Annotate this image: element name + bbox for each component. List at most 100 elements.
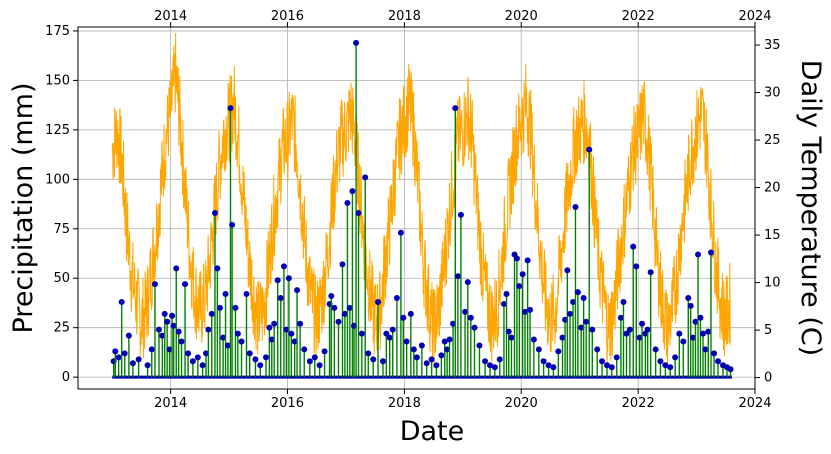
y2-axis-title: Daily Temperature (C) — [795, 60, 826, 356]
precipitation-marker — [164, 318, 171, 325]
y-tick-label: 50 — [53, 271, 70, 286]
precipitation-marker — [151, 281, 158, 288]
x-top-tick-label: 2014 — [154, 9, 187, 24]
precipitation-marker — [386, 334, 393, 341]
precipitation-marker — [203, 350, 210, 357]
precipitation-marker — [530, 336, 537, 343]
x-top-tick-label: 2016 — [271, 9, 304, 24]
precipitation-marker — [297, 320, 304, 327]
precipitation-marker — [355, 209, 362, 216]
precipitation-marker — [393, 295, 400, 302]
precipitation-marker — [702, 346, 709, 353]
precipitation-marker — [358, 330, 365, 337]
y-tick-label: 125 — [45, 123, 70, 138]
precipitation-marker — [232, 304, 239, 311]
precipitation-marker — [349, 188, 356, 195]
precipitation-marker — [687, 302, 694, 309]
precipitation-marker — [496, 356, 503, 363]
precipitation-marker — [599, 358, 606, 365]
precipitation-marker — [246, 350, 253, 357]
precipitation-marker — [524, 257, 531, 264]
precipitation-marker — [620, 298, 627, 305]
precipitation-marker — [375, 298, 382, 305]
precipitation-marker — [727, 366, 734, 373]
precipitation-marker — [500, 300, 507, 307]
x-tick-label: 2016 — [271, 396, 304, 411]
x-top-tick-label: 2022 — [622, 9, 655, 24]
precipitation-marker — [562, 316, 569, 323]
precipitation-marker — [173, 265, 180, 272]
precipitation-marker — [692, 318, 699, 325]
precipitation-marker — [125, 332, 132, 339]
precipitation-marker — [450, 320, 457, 327]
precipitation-marker — [370, 356, 377, 363]
x-tick-label: 2020 — [505, 396, 538, 411]
precipitation-marker — [339, 261, 346, 268]
precipitation-marker — [344, 200, 351, 207]
precipitation-marker — [555, 348, 562, 355]
precipitation-marker — [227, 105, 234, 112]
precipitation-marker — [365, 350, 372, 357]
precipitation-marker — [441, 338, 448, 345]
temperature-line — [111, 33, 731, 369]
precipitation-marker — [583, 318, 590, 325]
precipitation-marker — [224, 342, 231, 349]
precipitation-marker — [410, 346, 417, 353]
y2-tick-label: 15 — [764, 228, 781, 243]
precipitation-marker — [379, 358, 386, 365]
precipitation-marker — [353, 39, 360, 46]
precipitation-marker — [263, 354, 270, 361]
precipitation-marker — [662, 362, 669, 369]
y2-tick-label: 20 — [764, 181, 781, 196]
precipitation-marker — [129, 360, 136, 367]
precipitation-marker — [513, 255, 520, 262]
precipitation-marker — [522, 308, 529, 315]
precipitation-marker — [505, 328, 512, 335]
precipitation-marker — [178, 338, 185, 345]
precipitation-marker — [311, 354, 318, 361]
precipitation-marker — [294, 287, 301, 294]
precipitation-marker — [199, 362, 206, 369]
precipitation-marker — [135, 356, 142, 363]
precipitation-marker — [707, 249, 714, 256]
precipitation-marker — [636, 334, 643, 341]
precipitation-marker — [170, 322, 177, 329]
precipitation-marker — [482, 358, 489, 365]
precipitation-marker — [291, 338, 298, 345]
precipitation-marker — [471, 324, 478, 331]
precipitation-marker — [274, 277, 281, 284]
precipitation-marker — [205, 326, 212, 333]
precipitation-marker — [570, 298, 577, 305]
precipitation-marker — [680, 338, 687, 345]
precipitation-marker — [121, 350, 128, 357]
precipitation-marker — [383, 330, 390, 337]
precipitation-marker — [685, 295, 692, 302]
precipitation-marker — [705, 328, 712, 335]
precipitation-marker — [639, 320, 646, 327]
x-top-tick-label: 2024 — [738, 9, 771, 24]
precipitation-marker — [280, 263, 287, 270]
precipitation-marker — [428, 356, 435, 363]
y2-tick-label: 5 — [764, 323, 772, 338]
precipitation-marker — [603, 362, 610, 369]
precipitation-marker — [169, 312, 176, 319]
precipitation-marker — [516, 283, 523, 290]
precipitation-marker — [695, 251, 702, 258]
x-tick-label: 2022 — [622, 396, 655, 411]
precipitation-marker — [586, 146, 593, 153]
precipitation-marker — [389, 326, 396, 333]
precipitation-marker — [346, 304, 353, 311]
precipitation-marker — [400, 314, 407, 321]
precipitation-marker — [715, 358, 722, 365]
precipitation-marker — [194, 354, 201, 361]
x-top-tick-label: 2020 — [505, 9, 538, 24]
precipitation-marker — [464, 279, 471, 286]
y2-tick-label: 30 — [764, 86, 781, 101]
precipitation-marker — [257, 362, 264, 369]
precipitation-marker — [608, 364, 615, 371]
precipitation-marker — [185, 350, 192, 357]
precipitation-marker — [306, 358, 313, 365]
precipitation-marker — [644, 326, 651, 333]
precipitation-marker — [503, 291, 510, 298]
